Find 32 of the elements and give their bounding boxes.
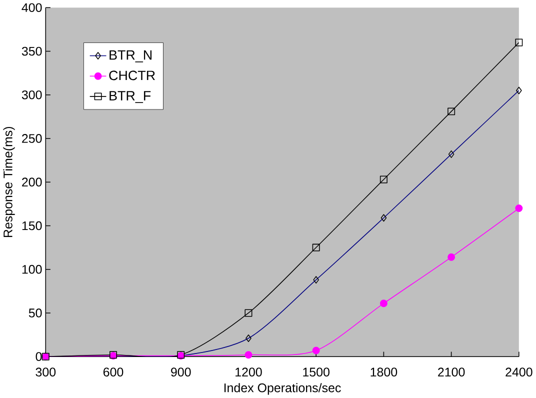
point [515, 204, 523, 212]
y-tick-label: 200 [22, 178, 42, 187]
x-tick-label: 1500 [303, 368, 330, 377]
point [380, 176, 388, 184]
x-tick-label: 1800 [370, 368, 398, 377]
y-tick-label: 350 [22, 46, 42, 56]
legend-label: CHCTR [109, 70, 155, 80]
point [312, 244, 320, 252]
x-axis-title: Index Operations/sec [224, 383, 341, 395]
x-tick-label: 600 [103, 368, 124, 377]
point [448, 108, 456, 116]
y-axis-title: Response Time(ms) [3, 126, 15, 238]
x-tick-label: 300 [36, 368, 56, 377]
y-tick-label: 300 [22, 90, 42, 100]
point [515, 38, 523, 46]
x-tick-label: 900 [171, 368, 191, 377]
x-tick-label: 2100 [438, 368, 465, 377]
point [244, 309, 252, 317]
y-tick-label: 250 [22, 134, 42, 143]
point [244, 351, 252, 359]
y-tick-label: 50 [28, 308, 42, 318]
point [312, 346, 320, 354]
point [380, 300, 388, 308]
point [448, 253, 456, 261]
y-tick-label: 400 [22, 3, 42, 12]
legend-label: BTR_F [110, 91, 151, 104]
y-tick-label: 100 [22, 264, 42, 274]
y-tick-label: 0 [36, 352, 42, 362]
x-tick-label: 2400 [506, 368, 532, 377]
y-tick-label: 150 [22, 221, 42, 230]
legend-label: BTR_N [110, 50, 152, 62]
x-tick-label: 1200 [236, 368, 262, 377]
